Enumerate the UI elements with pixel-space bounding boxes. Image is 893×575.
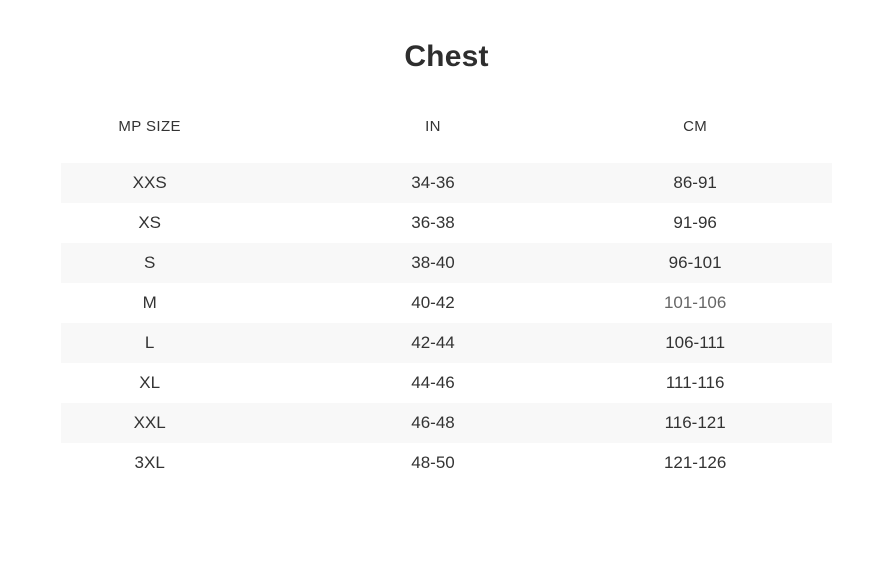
size-cell: XL xyxy=(139,373,161,392)
size-cell: XXS xyxy=(132,173,167,192)
inches-cell: 38-40 xyxy=(411,253,455,272)
size-cell: 3XL xyxy=(134,453,165,472)
size-cell: M xyxy=(142,293,157,312)
column-header-in: IN xyxy=(425,117,441,135)
inches-cell: 36-38 xyxy=(411,213,455,232)
table-row: XS 36-38 91-96 xyxy=(61,203,832,243)
cm-cell: 111-116 xyxy=(665,373,725,392)
table-row: S 38-40 96-101 xyxy=(61,243,832,283)
table-body: XXS 34-36 86-91 XS 36-38 91-96 S 38-40 9… xyxy=(61,163,832,483)
inches-cell: 44-46 xyxy=(411,373,455,392)
size-cell: S xyxy=(143,253,156,272)
cm-cell: 121-126 xyxy=(663,453,727,472)
size-cell: XXL xyxy=(133,413,166,432)
table-row: 3XL 48-50 121-126 xyxy=(61,443,832,483)
size-chart-section: Chest MP SIZE IN CM XXS 34-36 86-91 XS 3… xyxy=(0,40,893,483)
size-cell: L xyxy=(144,333,155,352)
cm-cell: 86-91 xyxy=(673,173,717,192)
inches-cell: 34-36 xyxy=(411,173,455,192)
inches-cell: 40-42 xyxy=(411,293,455,312)
cm-cell: 91-96 xyxy=(673,213,717,232)
column-header-mp-size: MP SIZE xyxy=(118,117,181,135)
table-row: XXS 34-36 86-91 xyxy=(61,163,832,203)
inches-cell: 42-44 xyxy=(411,333,455,352)
cm-cell: 96-101 xyxy=(668,253,722,272)
column-header-cm: CM xyxy=(683,117,708,135)
cm-cell: 101-106 xyxy=(663,293,727,312)
inches-cell: 48-50 xyxy=(411,453,455,472)
table-row: M 40-42 101-106 xyxy=(61,283,832,323)
size-cell: XS xyxy=(138,213,161,232)
table-header-row: MP SIZE IN CM xyxy=(61,106,832,146)
cm-cell: 116-121 xyxy=(664,413,726,432)
cm-cell: 106-111 xyxy=(665,333,726,352)
size-chart-table: MP SIZE IN CM XXS 34-36 86-91 XS 36-38 9… xyxy=(61,106,832,483)
table-row: XL 44-46 111-116 xyxy=(61,363,832,403)
table-row: L 42-44 106-111 xyxy=(61,323,832,363)
chart-title: Chest xyxy=(404,40,489,73)
table-row: XXL 46-48 116-121 xyxy=(61,403,832,443)
inches-cell: 46-48 xyxy=(411,413,455,432)
